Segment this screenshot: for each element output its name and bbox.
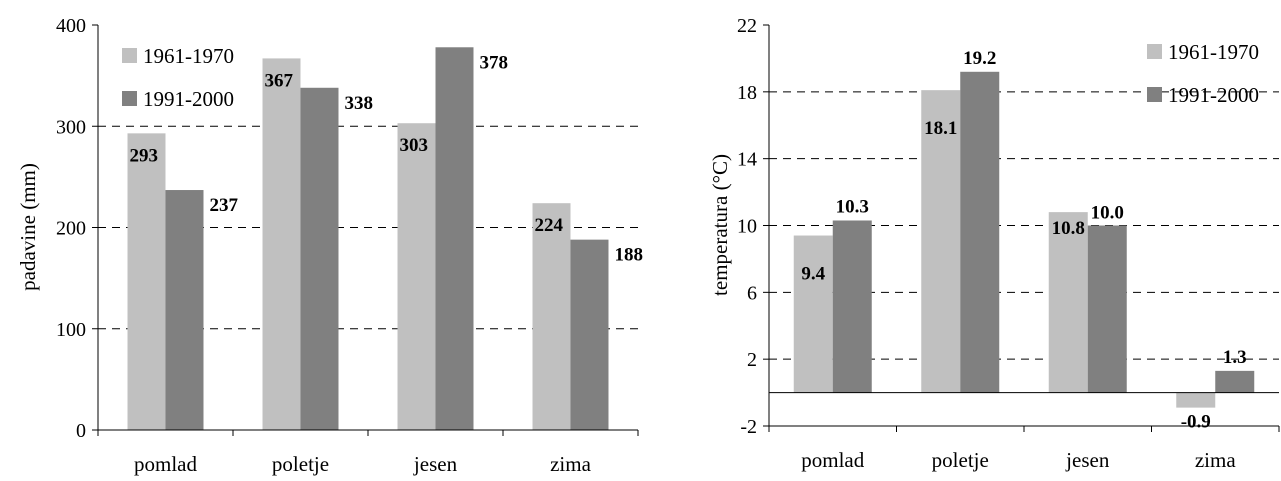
category-label-pomlad: pomlad — [801, 448, 864, 472]
data-label-jesen-1961-1970: 10.8 — [1052, 218, 1085, 239]
category-label-jesen: jesen — [1065, 448, 1110, 472]
bar-pomlad-1991-2000 — [165, 190, 204, 430]
bar-zima-1961-1970 — [532, 203, 571, 430]
precipitation-categories: pomlad poletje jesen zima — [134, 452, 592, 476]
data-label-jesen-1961-1970: 303 — [400, 135, 429, 156]
category-label-zima: zima — [1195, 448, 1236, 472]
precipitation-bars — [127, 47, 609, 431]
precipitation-legend: 1961-1970 1991-2000 — [122, 44, 234, 111]
legend-label-1991-2000: 1991-2000 — [143, 87, 234, 111]
temperature-y-axis-title: temperatura (°C) — [708, 154, 732, 296]
data-label-pomlad-1991-2000: 10.3 — [836, 196, 869, 217]
y-tick-label: 10 — [737, 216, 757, 238]
data-label-pomlad-1961-1970: 9.4 — [801, 264, 825, 285]
data-label-zima-1961-1970: -0.9 — [1181, 412, 1211, 433]
bar-poletje-1991-2000 — [300, 87, 339, 431]
temperature-legend: 1961-1970 1991-2000 — [1147, 40, 1259, 107]
legend-swatch-1991-2000 — [122, 91, 137, 106]
bar-poletje-1961-1970 — [262, 58, 301, 430]
temperature-bars — [793, 71, 1255, 408]
category-label-pomlad: pomlad — [134, 452, 197, 476]
bar-poletje-1991-2000 — [960, 71, 1000, 393]
legend-swatch-1961-1970 — [122, 48, 137, 63]
precipitation-axes — [92, 24, 639, 436]
bar-zima-1961-1970 — [1176, 392, 1216, 408]
legend-swatch-1961-1970 — [1147, 44, 1162, 59]
bar-jesen-1961-1970 — [397, 123, 436, 431]
precipitation-data-labels: 293 237 367 338 303 378 224 188 — [130, 52, 644, 265]
legend-label-1961-1970: 1961-1970 — [143, 44, 234, 68]
legend-swatch-1991-2000 — [1147, 87, 1162, 102]
data-label-poletje-1991-2000: 338 — [345, 93, 374, 114]
y-tick-label: 14 — [737, 149, 757, 171]
category-label-poletje: poletje — [932, 448, 989, 472]
temperature-chart: temperatura (°C) -2 2 6 10 14 18 22 pomlad pole… — [708, 15, 1280, 472]
y-tick-label: 0 — [76, 420, 86, 442]
bar-pomlad-1991-2000 — [832, 220, 872, 393]
data-label-zima-1991-2000: 188 — [615, 245, 644, 266]
y-tick-label: 400 — [56, 15, 86, 37]
y-tick-label: 300 — [56, 116, 86, 138]
temperature-y-ticks: -2 2 6 10 14 18 22 — [737, 15, 757, 438]
y-tick-label: 100 — [56, 319, 86, 341]
bar-zima-1991-2000 — [1215, 370, 1255, 393]
category-label-poletje: poletje — [272, 452, 329, 476]
data-label-poletje-1961-1970: 18.1 — [924, 118, 957, 139]
y-tick-label: 6 — [747, 282, 757, 304]
bar-jesen-1961-1970 — [1048, 212, 1088, 393]
bar-pomlad-1961-1970 — [793, 235, 833, 393]
bar-zima-1991-2000 — [570, 239, 609, 430]
temperature-categories: pomlad poletje jesen zima — [801, 448, 1236, 472]
category-label-zima: zima — [550, 452, 591, 476]
precipitation-chart: padavine (mm) 0 100 200 300 400 pomlad poletj… — [16, 15, 643, 476]
legend-label-1961-1970: 1961-1970 — [1168, 40, 1259, 64]
precipitation-y-axis-title: padavine (mm) — [16, 163, 40, 291]
y-tick-label: 200 — [56, 218, 86, 240]
data-label-pomlad-1961-1970: 293 — [130, 145, 159, 166]
data-label-zima-1961-1970: 224 — [535, 215, 564, 236]
data-label-poletje-1961-1970: 367 — [265, 70, 294, 91]
data-label-zima-1991-2000: 1.3 — [1223, 347, 1247, 368]
data-label-jesen-1991-2000: 378 — [480, 52, 509, 73]
temperature-axes — [763, 24, 1280, 432]
y-tick-label: -2 — [740, 416, 757, 438]
category-label-jesen: jesen — [413, 452, 458, 476]
data-label-jesen-1991-2000: 10.0 — [1091, 203, 1124, 224]
y-tick-label: 22 — [737, 15, 757, 37]
temperature-data-labels: 9.4 10.3 18.1 19.2 10.8 10.0 -0.9 1.3 — [801, 48, 1246, 433]
bar-pomlad-1961-1970 — [127, 133, 166, 430]
data-label-poletje-1991-2000: 19.2 — [963, 48, 996, 69]
precipitation-y-ticks: 0 100 200 300 400 — [56, 15, 86, 442]
bar-jesen-1991-2000 — [435, 47, 474, 431]
bar-poletje-1961-1970 — [921, 90, 961, 393]
y-tick-label: 18 — [737, 82, 757, 104]
y-tick-label: 2 — [747, 349, 757, 371]
legend-label-1991-2000: 1991-2000 — [1168, 83, 1259, 107]
data-label-pomlad-1991-2000: 237 — [210, 195, 239, 216]
bar-jesen-1991-2000 — [1087, 225, 1127, 393]
